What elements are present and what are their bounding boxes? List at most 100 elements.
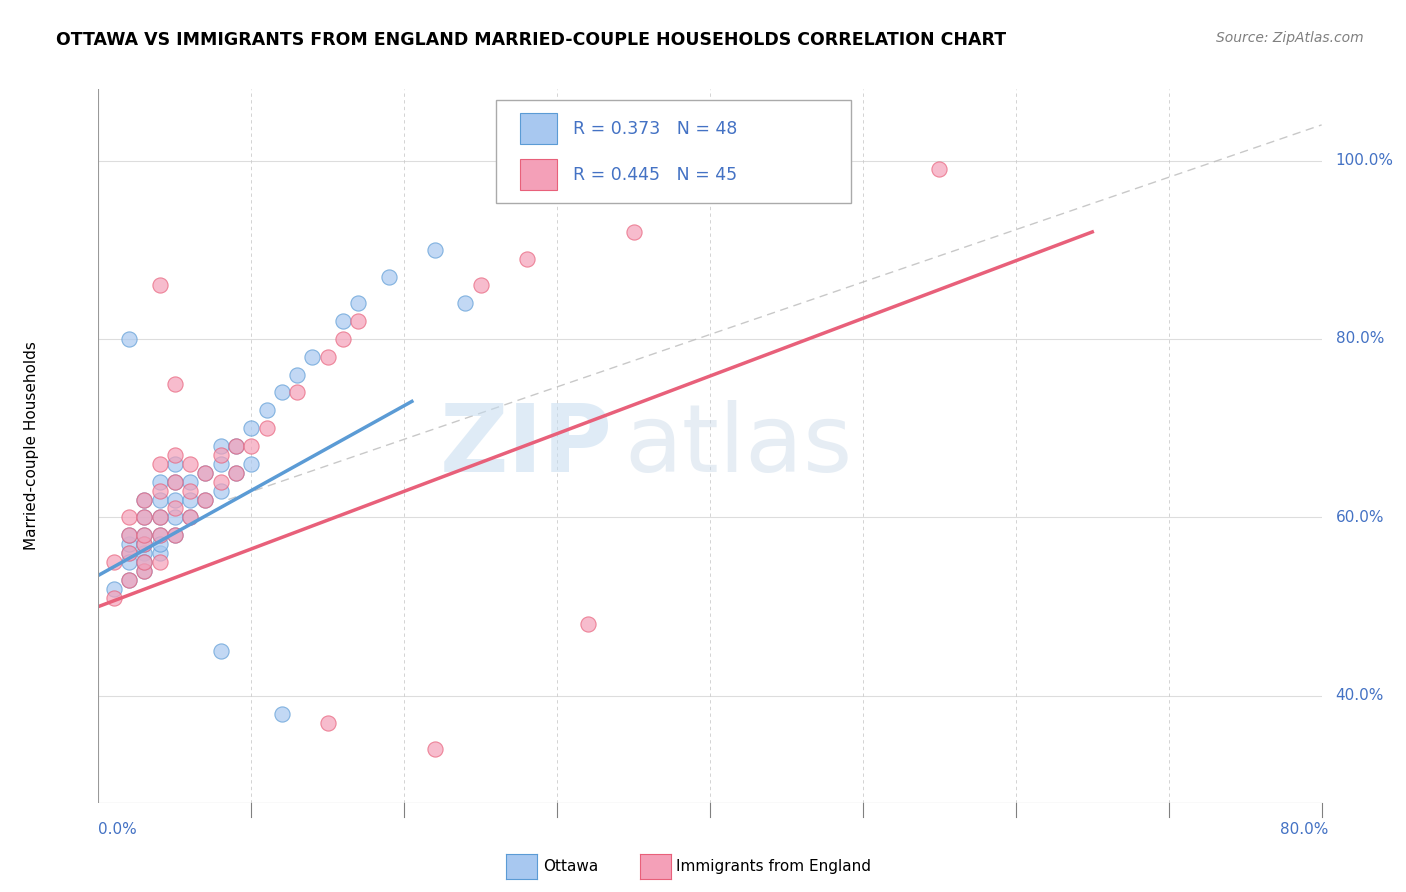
Text: Source: ZipAtlas.com: Source: ZipAtlas.com (1216, 31, 1364, 45)
Point (285, 385, 308, 400)
Point (576, 617, 599, 632)
Point (270, 385, 292, 400)
Text: 80.0%: 80.0% (1336, 332, 1384, 346)
Text: 60.0%: 60.0% (1336, 510, 1384, 524)
Point (209, 644, 232, 658)
Point (316, 350, 339, 364)
Point (316, 715, 339, 730)
Text: Immigrants from England: Immigrants from England (676, 859, 872, 873)
Point (134, 528, 156, 542)
Point (134, 546, 156, 560)
Point (163, 528, 186, 542)
Point (149, 537, 172, 551)
Point (118, 510, 141, 524)
Point (179, 457, 201, 471)
FancyBboxPatch shape (496, 100, 851, 203)
Point (149, 510, 172, 524)
Text: 40.0%: 40.0% (1336, 689, 1384, 703)
Point (149, 278, 172, 293)
Point (423, 742, 446, 756)
Point (225, 439, 247, 453)
Bar (520, 113, 557, 144)
Point (118, 332, 141, 346)
Text: ZIP: ZIP (439, 400, 612, 492)
Point (285, 368, 308, 382)
Point (103, 591, 125, 605)
Point (332, 314, 354, 328)
Point (134, 537, 156, 551)
Point (118, 528, 141, 542)
Point (454, 296, 477, 310)
Point (928, 162, 950, 177)
Point (179, 510, 201, 524)
Point (347, 296, 370, 310)
Bar (520, 160, 557, 190)
Point (179, 475, 201, 489)
Point (209, 439, 232, 453)
Point (163, 376, 186, 391)
Point (225, 466, 247, 480)
Point (118, 546, 141, 560)
Text: 0.0%: 0.0% (98, 822, 138, 837)
Point (163, 475, 186, 489)
Point (209, 483, 232, 498)
Point (470, 278, 492, 293)
Point (163, 528, 186, 542)
Text: OTTAWA VS IMMIGRANTS FROM ENGLAND MARRIED-COUPLE HOUSEHOLDS CORRELATION CHART: OTTAWA VS IMMIGRANTS FROM ENGLAND MARRIE… (56, 31, 1007, 49)
Point (149, 475, 172, 489)
Point (270, 706, 292, 721)
Point (163, 501, 186, 516)
Text: Married-couple Households: Married-couple Households (24, 342, 38, 550)
Point (179, 492, 201, 507)
Point (209, 457, 232, 471)
Point (240, 421, 263, 435)
Point (516, 252, 538, 266)
Point (118, 555, 141, 569)
Point (134, 492, 156, 507)
Point (118, 537, 141, 551)
Point (134, 564, 156, 578)
Point (179, 510, 201, 524)
Point (163, 510, 186, 524)
Point (149, 528, 172, 542)
Text: atlas: atlas (624, 400, 852, 492)
Point (134, 537, 156, 551)
Point (118, 573, 141, 587)
Point (209, 448, 232, 462)
Point (134, 510, 156, 524)
Point (149, 555, 172, 569)
Point (301, 350, 323, 364)
Point (194, 492, 217, 507)
Point (118, 573, 141, 587)
Point (134, 555, 156, 569)
Point (256, 403, 278, 417)
Point (623, 225, 645, 239)
Point (179, 483, 201, 498)
Point (149, 457, 172, 471)
Text: R = 0.445   N = 45: R = 0.445 N = 45 (574, 166, 737, 184)
Point (149, 546, 172, 560)
Point (118, 546, 141, 560)
Point (118, 528, 141, 542)
Text: 80.0%: 80.0% (1281, 822, 1329, 837)
Point (149, 528, 172, 542)
Text: R = 0.373   N = 48: R = 0.373 N = 48 (574, 120, 737, 137)
Point (163, 448, 186, 462)
Point (149, 510, 172, 524)
Point (134, 555, 156, 569)
Point (149, 483, 172, 498)
Point (134, 492, 156, 507)
Point (423, 243, 446, 257)
Point (378, 269, 401, 284)
Point (225, 466, 247, 480)
Text: 100.0%: 100.0% (1336, 153, 1393, 168)
Point (194, 492, 217, 507)
Point (163, 457, 186, 471)
Point (256, 421, 278, 435)
Point (240, 439, 263, 453)
Point (163, 475, 186, 489)
Point (194, 466, 217, 480)
Text: Ottawa: Ottawa (543, 859, 598, 873)
Point (149, 492, 172, 507)
Point (332, 332, 354, 346)
